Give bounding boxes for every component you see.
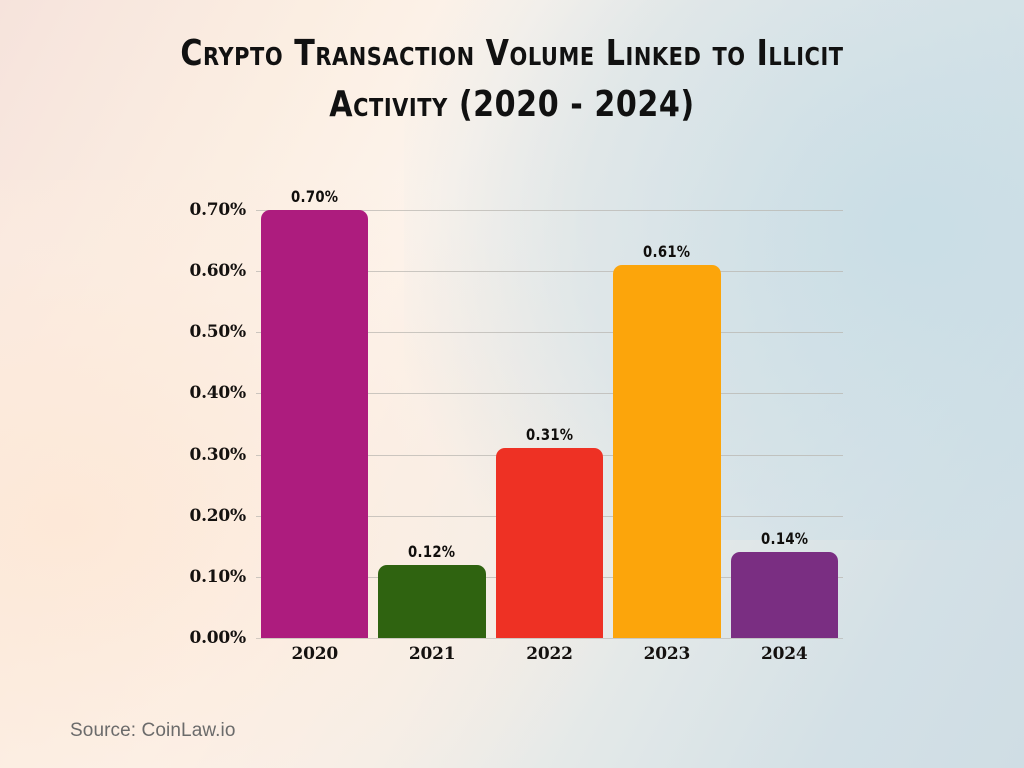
gridline: [256, 332, 843, 334]
y-axis-tick-label: 0.70%: [189, 200, 246, 220]
bar-2024[interactable]: [730, 552, 838, 638]
bar-2022[interactable]: [495, 448, 604, 638]
source-note: Source: CoinLaw.io: [70, 720, 236, 741]
y-axis-tick-label: 0.10%: [189, 566, 246, 587]
y-axis-tick-label: 0.40%: [189, 383, 246, 404]
bar-2020[interactable]: [261, 210, 369, 638]
chart-title: Crypto Transaction Volume Linked to Illi…: [36, 28, 988, 130]
chart-title-line-2: Activity (2020 - 2024): [329, 84, 695, 126]
y-axis-tick-label: 0.20%: [189, 505, 246, 526]
bar-2023[interactable]: [613, 265, 721, 638]
bar-value-label-2020: 0.70%: [291, 187, 339, 206]
x-axis-tick-label-2020: 2020: [291, 644, 338, 664]
y-axis-tick-label: 0.30%: [189, 444, 246, 465]
gridline: [256, 638, 843, 639]
bar-value-label-2022: 0.31%: [525, 425, 574, 445]
y-axis: 0.00% 0.10% 0.20% 0.30% 0.40% 0.50% 0.60% 0.70%: [150, 200, 246, 648]
bar-value-label-2024: 0.14%: [760, 529, 808, 549]
chart-title-line-1: Crypto Transaction Volume Linked to Illi…: [180, 33, 844, 74]
x-axis-tick-label-2021: 2021: [408, 644, 456, 664]
gridline: [256, 393, 843, 395]
y-axis-tick-label: 0.60%: [189, 261, 246, 282]
gridline: [256, 271, 843, 273]
x-axis-tick-label-2023: 2023: [643, 644, 691, 664]
y-axis-tick-label: 0.50%: [189, 322, 246, 343]
x-axis: 2020 2021 2022 2023 2024: [256, 644, 843, 674]
x-axis-tick-label-2022: 2022: [526, 644, 573, 664]
y-axis-tick-label: 0.00%: [189, 628, 246, 648]
bar-series: 0.70% 0.12% 0.31% 0.61% 0.14%: [256, 187, 843, 638]
bar-value-label-2021: 0.12%: [408, 541, 456, 561]
gridline: [256, 210, 843, 211]
bar-value-label-2023: 0.61%: [643, 242, 691, 262]
bar-2021[interactable]: [378, 564, 486, 638]
x-axis-tick-label-2024: 2024: [761, 644, 808, 664]
